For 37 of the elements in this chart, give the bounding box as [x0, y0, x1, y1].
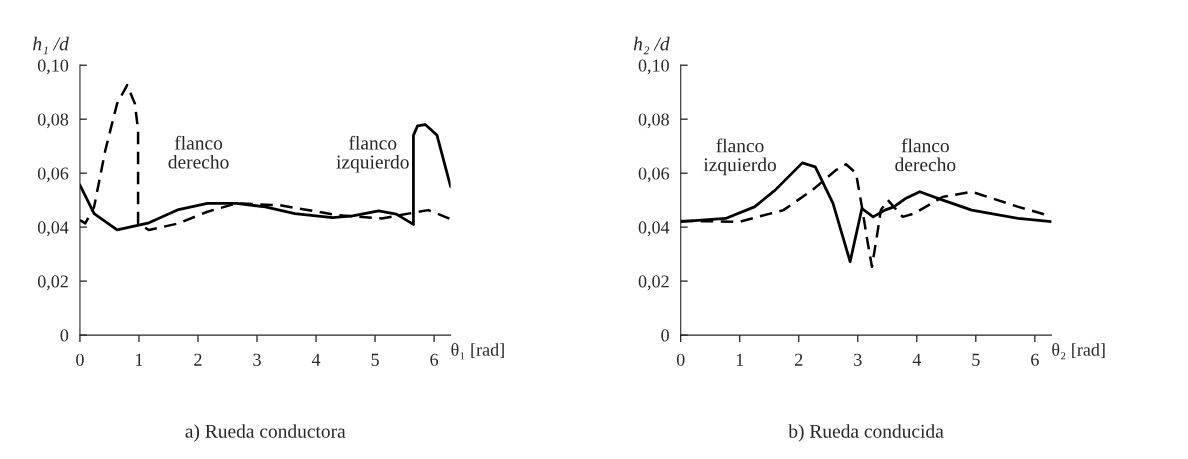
annotation: flanco derecho	[895, 138, 956, 172]
y-tick-label: 0,02	[638, 275, 669, 291]
y-axis-title: h₂ /d	[633, 36, 670, 55]
annotation: flanco izquierdo	[703, 138, 776, 176]
y-tick-label: 0,10	[37, 59, 69, 75]
x-tick-label: 1	[736, 353, 744, 366]
y-tick-label: 0,02	[37, 275, 68, 291]
x-tick-label: 2	[795, 353, 803, 366]
x-tick-label: 2	[194, 353, 202, 366]
annotation: flanco izquierdo	[336, 135, 409, 173]
y-tick-label: 0	[60, 329, 69, 342]
x-tick-label: 4	[912, 353, 922, 366]
y-axis-title: h₁ /d	[33, 36, 69, 55]
x-tick-label: 5	[972, 353, 980, 366]
y-tick-label: 0,08	[37, 113, 69, 129]
text: a) Rueda conductora	[185, 424, 346, 442]
annotation: flanco derecho	[168, 135, 229, 169]
x-tick-label: 1	[136, 353, 143, 366]
x-axis-title: θ₂ [rad]	[1052, 343, 1105, 360]
y-tick-label: 0,06	[37, 167, 69, 183]
text: b) Rueda conducida	[788, 424, 944, 442]
y-tick-label: 0,04	[37, 221, 69, 237]
x-tick-label: 0	[676, 353, 685, 366]
x-tick-label: 5	[371, 353, 379, 366]
x-tick-label: 6	[1031, 353, 1039, 366]
y-tick-label: 0,10	[638, 59, 669, 75]
x-tick-label: 4	[311, 353, 321, 366]
y-tick-label: 0,04	[638, 221, 670, 237]
x-tick-label: 3	[854, 353, 862, 366]
y-tick-label: 0,06	[638, 167, 670, 183]
line-series	[79, 83, 451, 232]
x-axis-title: θ₁ [rad]	[451, 343, 504, 360]
y-tick-label: 0,08	[638, 113, 669, 129]
y-tick-label: 0	[661, 329, 669, 342]
x-tick-label: 0	[76, 353, 84, 366]
x-tick-label: 6	[430, 353, 439, 366]
x-tick-label: 3	[253, 353, 261, 366]
